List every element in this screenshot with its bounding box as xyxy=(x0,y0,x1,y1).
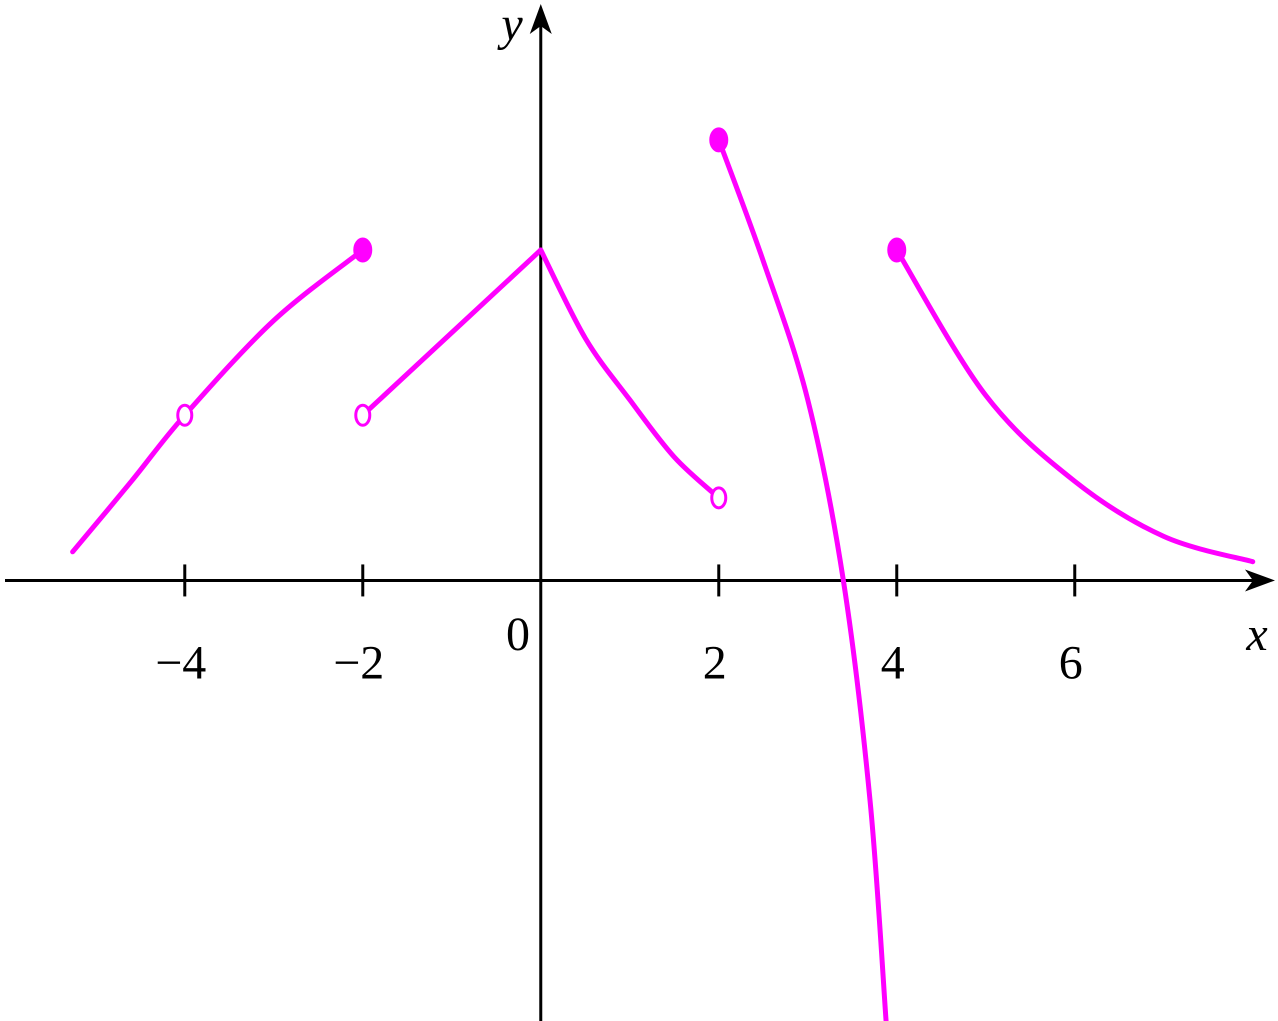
curve xyxy=(538,247,722,501)
y-axis-arrow xyxy=(529,4,552,34)
closed-point xyxy=(887,237,907,263)
curve xyxy=(360,247,544,418)
closed-point xyxy=(353,237,373,263)
y-axis-label: y xyxy=(496,0,523,51)
open-point xyxy=(710,486,728,510)
x-tick-label: −4 xyxy=(155,636,206,689)
closed-point xyxy=(709,127,729,153)
open-point xyxy=(354,403,372,427)
curve xyxy=(70,247,366,555)
open-point xyxy=(176,403,194,427)
x-axis-arrow xyxy=(1245,569,1275,592)
x-tick-label: −2 xyxy=(333,636,384,689)
x-axis-label: x xyxy=(1245,608,1267,661)
curve xyxy=(894,247,1256,565)
origin-label: 0 xyxy=(506,608,530,661)
x-tick-label: 6 xyxy=(1059,636,1083,689)
curve xyxy=(716,137,889,1021)
x-tick-label: 2 xyxy=(703,636,727,689)
x-tick-label: 4 xyxy=(881,636,905,689)
